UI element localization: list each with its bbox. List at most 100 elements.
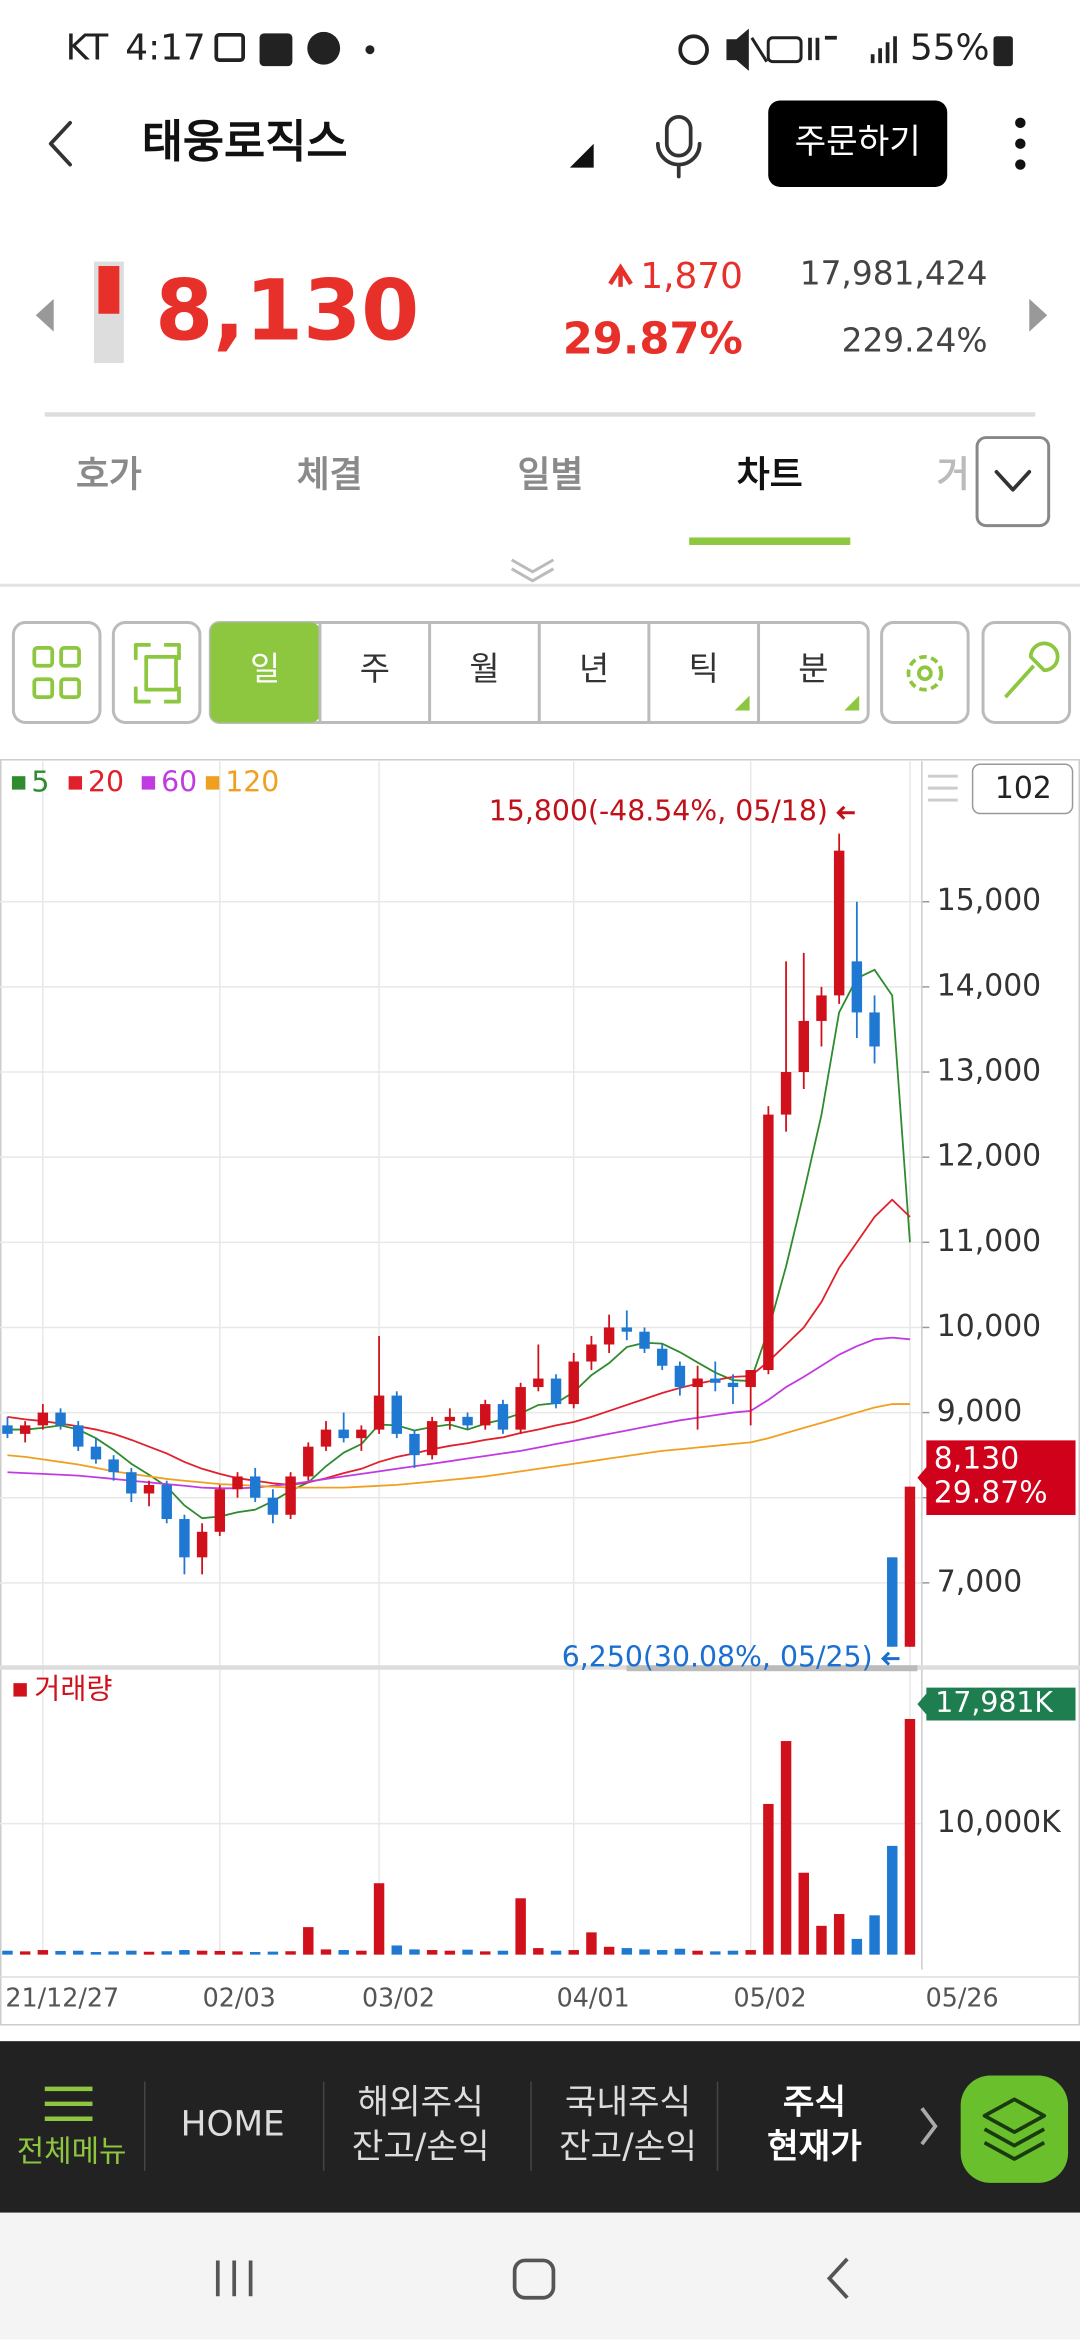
volume-bar	[745, 1950, 756, 1955]
tab-dropdown[interactable]	[975, 436, 1051, 528]
period-option[interactable]: 틱	[689, 650, 719, 688]
home-button[interactable]	[512, 2258, 556, 2300]
nav-label[interactable]: HOME	[181, 2105, 285, 2145]
candle-body	[126, 1472, 137, 1494]
volume-bar	[232, 1951, 243, 1955]
fullscreen-button[interactable]	[111, 621, 202, 724]
volume-bar	[90, 1952, 102, 1955]
period-option[interactable]: 월	[469, 650, 499, 688]
mic-button[interactable]	[655, 114, 702, 179]
floating-button[interactable]	[960, 2075, 1069, 2183]
prev-stock[interactable]	[35, 298, 54, 332]
battery-icon	[993, 36, 1013, 67]
volume-bar	[763, 1803, 774, 1955]
carrier: KT	[66, 28, 109, 69]
x-tick-label: 21/12/27	[5, 1982, 119, 2012]
nav-label[interactable]: 잔고/손익	[352, 2127, 490, 2167]
wrench-icon	[1004, 641, 1060, 699]
candle-body	[603, 1327, 615, 1345]
gear-icon	[906, 654, 944, 692]
nav-label[interactable]: 해외주식	[358, 2082, 484, 2122]
legend-swatch	[141, 776, 156, 790]
tab[interactable]: 호가	[76, 454, 142, 495]
volume-bar	[108, 1951, 119, 1955]
chevron-down	[994, 470, 1032, 492]
candle-body	[232, 1476, 243, 1490]
candle-body	[285, 1476, 296, 1515]
volume-bar	[798, 1872, 809, 1955]
candle-body	[515, 1387, 526, 1430]
tab[interactable]: 거	[937, 454, 970, 495]
nav-label[interactable]: 주식	[783, 2082, 846, 2122]
x-tick-label: 03/02	[362, 1982, 435, 2012]
order-button-label: 주문하기	[795, 122, 921, 162]
order-button[interactable]	[768, 100, 948, 187]
period-active	[210, 622, 320, 723]
volume: 17,981,424	[800, 254, 988, 292]
dot	[1015, 117, 1026, 129]
price-change: 1,870	[640, 256, 742, 297]
mic-icon	[655, 141, 702, 179]
tab[interactable]: 일별	[518, 454, 584, 495]
list-icon[interactable]	[927, 774, 958, 802]
count-box[interactable]	[971, 763, 1074, 815]
candle-body	[462, 1416, 473, 1426]
candle-body	[391, 1395, 402, 1434]
nav-scroll[interactable]	[920, 2107, 938, 2146]
settings-button[interactable]	[880, 621, 970, 724]
volume-bar	[515, 1898, 526, 1955]
nav-label[interactable]: 국내주식	[565, 2082, 691, 2122]
battery-text: 55%	[910, 28, 990, 69]
period-option[interactable]: 주	[360, 650, 390, 688]
volume-bar	[426, 1950, 438, 1955]
volume-bar	[692, 1950, 703, 1955]
volume-bar	[19, 1951, 31, 1955]
volume-bar	[143, 1951, 155, 1955]
period-option[interactable]: 년	[579, 650, 609, 688]
candle-body	[426, 1421, 438, 1456]
more-button[interactable]	[1015, 117, 1026, 170]
y-tick-label: 15,000	[937, 883, 1041, 918]
y-tick-label: 13,000	[937, 1054, 1041, 1089]
candle-body	[674, 1365, 686, 1388]
divider	[44, 412, 1036, 417]
scroll-thumb[interactable]	[626, 1665, 918, 1672]
extreme-label: 15,800(-48.54%, 05/18)	[489, 795, 828, 828]
menu-label[interactable]: 전체메뉴	[17, 2135, 127, 2170]
y-tick-label: 12,000	[937, 1139, 1041, 1174]
chart: 21/12/27 02/03 03/02 04/01 05/02 05/26 7,000 8,…	[0, 761, 1080, 2012]
stock-name[interactable]: 태웅로직스	[142, 115, 348, 168]
back-button[interactable]	[48, 120, 72, 167]
volume-bar	[462, 1949, 473, 1955]
dropdown-indicator[interactable]	[569, 143, 594, 168]
volume-bar	[303, 1927, 314, 1955]
period-option[interactable]: 일	[250, 650, 280, 688]
candle-body	[90, 1446, 102, 1460]
tab[interactable]: 체결	[297, 454, 363, 495]
gear-icon	[917, 665, 933, 682]
notif-icon	[259, 33, 293, 67]
legend-swatch	[68, 776, 83, 790]
period-option[interactable]: 분	[798, 650, 828, 688]
back-system-button[interactable]	[826, 2257, 849, 2299]
layout-button[interactable]	[11, 621, 102, 724]
next-stock[interactable]	[1029, 298, 1048, 332]
expand-handle[interactable]	[510, 558, 555, 583]
nav-label[interactable]: 현재가	[767, 2127, 862, 2167]
price-gauge-fill	[98, 266, 120, 314]
x-tick-label: 04/01	[557, 1982, 630, 2012]
panel-divider	[0, 1665, 1080, 1670]
volume-bar	[568, 1950, 579, 1955]
recents-button[interactable]	[215, 2260, 253, 2297]
volume-bar	[497, 1950, 509, 1955]
tab-active[interactable]: 차트	[737, 454, 803, 495]
nav-label[interactable]: 잔고/손익	[559, 2127, 697, 2167]
volume-bar	[586, 1932, 597, 1955]
candle-body	[267, 1497, 279, 1515]
volume-bar	[887, 1845, 898, 1955]
volume-bar	[674, 1948, 686, 1955]
notif-icon	[307, 31, 341, 65]
